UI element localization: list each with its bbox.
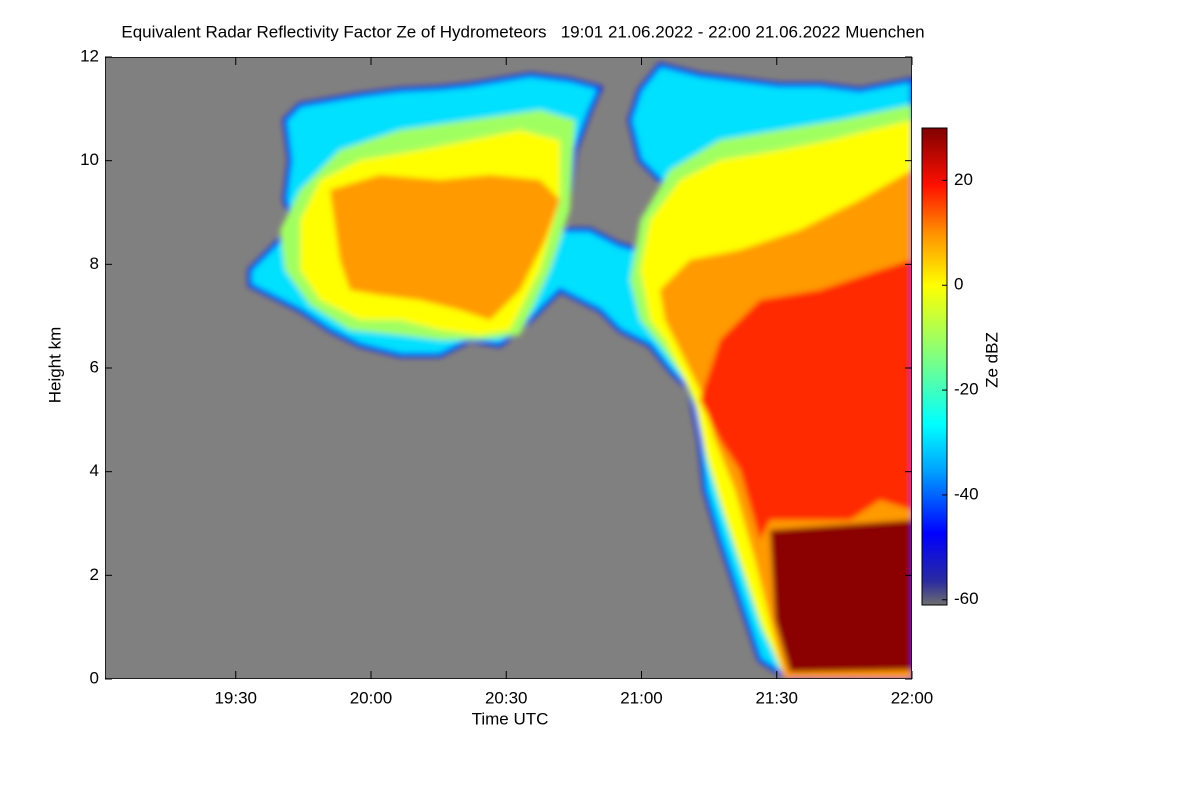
y-tick-label: 12	[80, 46, 99, 65]
colorbar-tick-label: 0	[954, 275, 963, 294]
chart-title: Equivalent Radar Reflectivity Factor Ze …	[121, 22, 924, 41]
x-tick-label: 19:30	[214, 688, 257, 707]
reflectivity-field	[105, 57, 912, 679]
x-tick-label: 20:00	[350, 688, 393, 707]
y-axis-label: Height km	[45, 327, 64, 404]
y-tick-label: 2	[90, 565, 99, 584]
y-tick-label: 4	[90, 461, 99, 480]
x-tick-label: 22:00	[891, 688, 934, 707]
y-tick-label: 0	[90, 668, 99, 687]
colorbar-tick-label: -60	[954, 589, 979, 608]
x-axis-label: Time UTC	[472, 709, 549, 728]
colorbar	[921, 127, 948, 606]
y-tick-label: 6	[90, 357, 99, 376]
y-tick-label: 10	[80, 150, 99, 169]
colorbar-tick-label: -20	[954, 380, 979, 399]
colorbar-label: Ze dBZ	[982, 332, 1001, 388]
x-tick-label: 21:30	[755, 688, 798, 707]
y-tick-label: 8	[90, 254, 99, 273]
x-tick-label: 21:00	[620, 688, 663, 707]
x-tick-label: 20:30	[485, 688, 528, 707]
colorbar-tick-label: -40	[954, 484, 979, 503]
colorbar-tick-label: 20	[954, 170, 973, 189]
